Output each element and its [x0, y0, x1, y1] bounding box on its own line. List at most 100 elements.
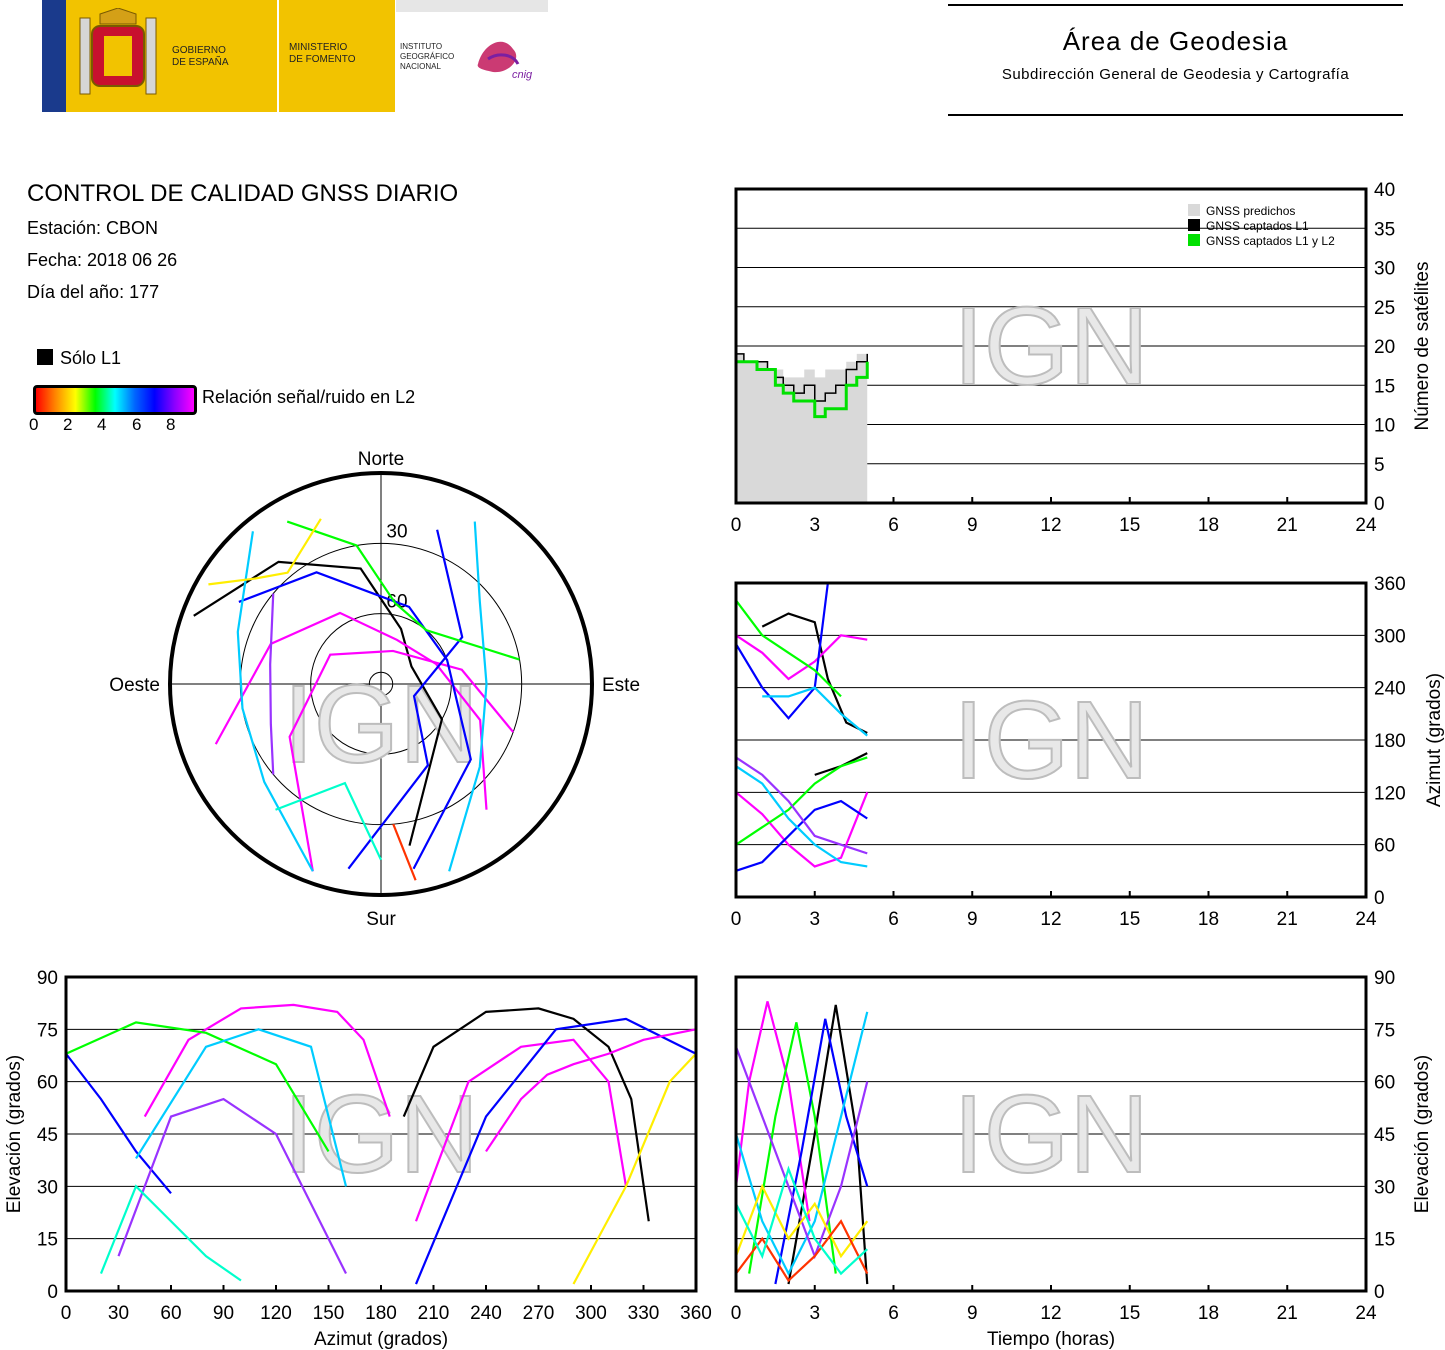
- satellite-track: [402, 1007, 650, 1222]
- y-tick-label: 5: [1374, 455, 1385, 476]
- x-tick-label: 120: [260, 1303, 292, 1324]
- x-tick-label: 30: [108, 1303, 129, 1324]
- x-tick-label: 6: [888, 515, 899, 536]
- legend-swatch: [1188, 234, 1200, 246]
- x-tick-label: 180: [365, 1303, 397, 1324]
- x-tick-label: 150: [313, 1303, 345, 1324]
- satellite-track: [735, 582, 829, 720]
- area-subtitle: Subdirección General de Geodesia y Carto…: [1001, 66, 1350, 83]
- legend-swatch: [1188, 219, 1200, 231]
- cnig-logo-icon: cnig: [477, 41, 533, 81]
- snr-tick-6: 6: [132, 415, 142, 434]
- y-tick-label: 15: [1374, 376, 1395, 397]
- x-tick-label: 0: [731, 515, 742, 536]
- satellite-track: [135, 1028, 348, 1187]
- x-tick-label: 330: [628, 1303, 660, 1324]
- l1-only-label: Sólo L1: [60, 348, 122, 368]
- x-tick-label: 15: [1119, 515, 1140, 536]
- legend-label: GNSS captados L1: [1206, 219, 1309, 233]
- y-tick-label: 75: [1374, 1020, 1395, 1041]
- satellite-track: [761, 612, 868, 735]
- satellite-track: [735, 756, 868, 846]
- y-tick-label: 10: [1374, 416, 1395, 437]
- satellite-track: [735, 791, 869, 868]
- ign-watermark: IGN: [953, 1073, 1149, 1196]
- satellite-track: [143, 1003, 391, 1118]
- gobierno-text-2: DE ESPAÑA: [172, 57, 229, 68]
- x-tick-label: 21: [1277, 515, 1298, 536]
- snr-tick-2: 2: [63, 415, 73, 434]
- y-tick-label: 40: [1374, 180, 1395, 201]
- y-tick-label: 30: [1374, 259, 1395, 280]
- gobierno-text-1: GOBIERNO: [172, 45, 226, 56]
- x-tick-label: 24: [1355, 909, 1377, 930]
- x-tick-label: 12: [1040, 909, 1061, 930]
- x-tick-label: 12: [1040, 515, 1061, 536]
- compass-north: Norte: [358, 449, 404, 470]
- elevation-ring: [168, 471, 594, 897]
- cnig-text: cnig: [512, 69, 533, 81]
- elevation-ring: [368, 671, 394, 697]
- y-tick-label: 360: [1374, 574, 1406, 595]
- y-tick-label: 180: [1374, 731, 1406, 752]
- x-tick-label: 15: [1119, 1303, 1140, 1324]
- x-tick-label: 24: [1355, 1303, 1377, 1324]
- x-axis-label: Tiempo (horas): [987, 1329, 1115, 1350]
- y-tick-label: 240: [1374, 679, 1406, 700]
- satellite-track: [65, 1053, 172, 1195]
- y-tick-label: 35: [1374, 219, 1395, 240]
- satellite-track: [748, 1022, 837, 1274]
- x-tick-label: 210: [418, 1303, 450, 1324]
- area-title: Área de Geodesia: [1062, 26, 1289, 56]
- instituto-text-1: INSTITUTO: [400, 42, 443, 51]
- satellite-track: [208, 518, 322, 586]
- satellite-track: [734, 1011, 869, 1277]
- y-tick-label: 0: [1374, 888, 1385, 909]
- captured-line: [736, 360, 869, 419]
- satellite-track: [734, 1183, 869, 1259]
- x-tick-label: 0: [731, 909, 742, 930]
- y-tick-label: 20: [1374, 337, 1395, 358]
- legend-label: GNSS captados L1 y L2: [1206, 234, 1335, 248]
- snr-colorbar: [33, 385, 197, 415]
- x-tick-label: 24: [1355, 515, 1377, 536]
- plot-frame: [734, 975, 1368, 1293]
- x-tick-label: 360: [680, 1303, 712, 1324]
- satellite-track: [735, 1219, 869, 1283]
- y-tick-label: 75: [37, 1020, 58, 1041]
- x-tick-label: 9: [967, 909, 978, 930]
- snr-tick-0: 0: [29, 415, 39, 434]
- x-tick-label: 9: [967, 1303, 978, 1324]
- satellite-track: [448, 521, 488, 872]
- satellite-track: [269, 593, 275, 775]
- x-tick-label: 60: [160, 1303, 181, 1324]
- instituto-text-2: GEOGRÁFICO: [400, 52, 455, 61]
- satellite-track: [392, 823, 417, 881]
- captured-line: [736, 353, 868, 402]
- satellite-track: [762, 686, 868, 737]
- satellite-track: [117, 1097, 347, 1275]
- x-tick-label: 18: [1198, 1303, 1219, 1324]
- l1-only-swatch: [37, 349, 53, 365]
- elevation-time-plot: 0 15 30 45 60 75 90 0 3 6 9 12 15 18 21 24 IGN Tiempo (ho…: [731, 968, 1433, 1350]
- x-tick-label: 300: [575, 1303, 607, 1324]
- satellite-track: [275, 781, 382, 861]
- x-tick-label: 12: [1040, 1303, 1061, 1324]
- y-axis-label: Azimut (grados): [1424, 673, 1445, 807]
- y-axis-label: Elevación (grados): [1412, 1055, 1433, 1213]
- compass-south: Sur: [366, 909, 396, 930]
- satellite-track: [735, 599, 842, 698]
- ring-label: 30: [386, 521, 407, 542]
- y-tick-label: 0: [47, 1282, 58, 1303]
- x-tick-label: 18: [1198, 909, 1219, 930]
- y-tick-label: 30: [37, 1177, 58, 1198]
- y-tick-label: 0: [1374, 494, 1385, 515]
- y-tick-label: 0: [1374, 1282, 1385, 1303]
- y-tick-label: 60: [1374, 836, 1395, 857]
- instituto-text-3: NACIONAL: [400, 62, 441, 71]
- y-tick-label: 45: [37, 1125, 58, 1146]
- satellite-track: [414, 1017, 697, 1285]
- gobierno-logo: GOBIERNO DE ESPAÑA: [42, 0, 277, 112]
- satellite-track: [735, 634, 868, 681]
- y-tick-label: 300: [1374, 626, 1406, 647]
